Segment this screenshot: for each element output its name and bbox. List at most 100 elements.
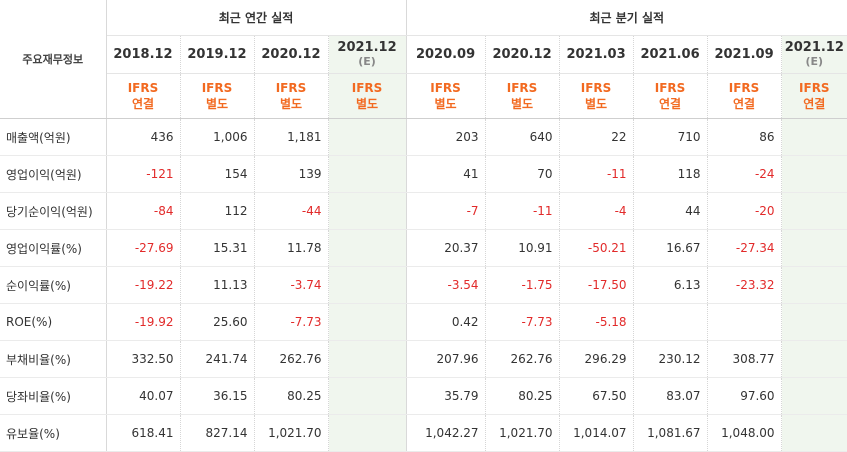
accounting-basis-header: IFRS 연결 [706, 73, 782, 119]
table-cell: 1,181 [253, 118, 328, 156]
table-cell: 22 [558, 118, 634, 156]
table-row: 유보율(%) 618.41 827.14 1,021.70 1,042.27 1,021.… [0, 414, 847, 452]
table-cell [780, 414, 847, 452]
period-header: 2021.12 (E) [327, 35, 407, 74]
table-cell [327, 192, 407, 230]
table-cell: -7.73 [484, 303, 560, 341]
table-cell: 118 [632, 155, 708, 193]
table-cell: 207.96 [405, 340, 486, 378]
table-cell: -84 [106, 192, 180, 230]
estimate-marker: (E) [358, 54, 376, 68]
table-cell: 308.77 [706, 340, 782, 378]
table-row: ROE(%) -19.92 25.60 -7.73 0.42 -7.73 -5.18 [0, 303, 847, 341]
table-body: 매출액(억원) 436 1,006 1,181 203 640 22 710 86 영업이익(억원… [0, 118, 847, 452]
table-cell [780, 266, 847, 304]
period-header: 2019.12 [179, 35, 254, 74]
period-header: 2021.09 [706, 35, 782, 74]
table-cell: -24 [706, 155, 782, 193]
scope-label: 연결 [131, 97, 155, 111]
table-cell: 112 [179, 192, 254, 230]
basis-label: IFRS [506, 81, 538, 95]
table-cell: -3.54 [405, 266, 486, 304]
period-header: 2021.03 [558, 35, 634, 74]
table-cell [706, 303, 782, 341]
basis-label: IFRS [127, 81, 159, 95]
table-cell: 83.07 [632, 377, 708, 415]
period-header: 2020.12 [484, 35, 560, 74]
table-cell [780, 192, 847, 230]
table-cell: 203 [405, 118, 486, 156]
basis-label: IFRS [799, 81, 830, 95]
accounting-basis-header: IFRS 별도 [327, 73, 407, 119]
table-cell [780, 340, 847, 378]
row-label: 영업이익(억원) [0, 155, 107, 193]
table-row: 매출액(억원) 436 1,006 1,181 203 640 22 710 86 [0, 118, 847, 156]
row-label: 영업이익률(%) [0, 229, 107, 267]
table-cell: 1,014.07 [558, 414, 634, 452]
table-cell: 40.07 [106, 377, 180, 415]
scope-label: 별도 [205, 97, 229, 111]
table-cell [780, 303, 847, 341]
table-cell [327, 155, 407, 193]
table-cell [780, 229, 847, 267]
accounting-basis-header: IFRS 별도 [484, 73, 560, 119]
period-header: 2018.12 [106, 35, 180, 74]
table-row: 순이익률(%) -19.22 11.13 -3.74 -3.54 -1.75 -17.50 6… [0, 266, 847, 304]
table-cell: -19.22 [106, 266, 180, 304]
table-cell: -27.69 [106, 229, 180, 267]
table-cell: 618.41 [106, 414, 180, 452]
table-cell: -19.92 [106, 303, 180, 341]
period-label: 2021.06 [640, 46, 700, 62]
table-row: 당좌비율(%) 40.07 36.15 80.25 35.79 80.25 67.50 83.… [0, 377, 847, 415]
period-label: 2020.12 [261, 46, 321, 62]
table-cell: 70 [484, 155, 560, 193]
table-cell: 11.78 [253, 229, 328, 267]
scope-label: 별도 [434, 97, 457, 111]
table-cell: 6.13 [632, 266, 708, 304]
table-cell [327, 118, 407, 156]
table-cell: -50.21 [558, 229, 634, 267]
scope-label: 연결 [803, 97, 826, 111]
table-cell: -3.74 [253, 266, 328, 304]
accounting-basis-header: IFRS 별도 [405, 73, 486, 119]
table-cell: -1.75 [484, 266, 560, 304]
basis-label: IFRS [430, 81, 461, 95]
table-cell: -27.34 [706, 229, 782, 267]
header-group-row: 주요재무정보 최근 연간 실적 최근 분기 실적 [0, 0, 847, 119]
table-cell: 241.74 [179, 340, 254, 378]
table-cell: -20 [706, 192, 782, 230]
table-row: 당기순이익(억원) -84 112 -44 -7 -11 -4 44 -20 [0, 192, 847, 230]
table-cell: 436 [106, 118, 180, 156]
period-label: 2021.09 [714, 46, 774, 62]
table-cell: -17.50 [558, 266, 634, 304]
table-cell: 15.31 [179, 229, 254, 267]
table-cell [632, 303, 708, 341]
table-cell [327, 377, 407, 415]
table-cell: -23.32 [706, 266, 782, 304]
period-label: 2021.12 [337, 39, 397, 55]
basis-label: IFRS [728, 81, 760, 95]
table-cell: 139 [253, 155, 328, 193]
table-cell: 11.13 [179, 266, 254, 304]
table-cell: 827.14 [179, 414, 254, 452]
table-cell: 16.67 [632, 229, 708, 267]
estimate-marker: (E) [805, 54, 824, 68]
table-cell [327, 303, 407, 341]
scope-label: 연결 [733, 97, 756, 111]
table-cell [780, 155, 847, 193]
scope-label: 연결 [659, 97, 682, 111]
table-cell: 640 [484, 118, 560, 156]
table-cell: 67.50 [558, 377, 634, 415]
quarterly-group-header: 최근 분기 실적 [405, 0, 847, 36]
table-cell: -7.73 [253, 303, 328, 341]
table-cell [327, 414, 407, 452]
table-cell: 10.91 [484, 229, 560, 267]
period-label: 2019.12 [187, 46, 247, 62]
period-label: 2021.12 [784, 39, 844, 55]
accounting-basis-header: IFRS 연결 [106, 73, 180, 119]
period-header: 2020.09 [405, 35, 486, 74]
basis-label: IFRS [351, 81, 383, 95]
table-cell: 1,021.70 [484, 414, 560, 452]
table-cell: -5.18 [558, 303, 634, 341]
table-cell: 710 [632, 118, 708, 156]
